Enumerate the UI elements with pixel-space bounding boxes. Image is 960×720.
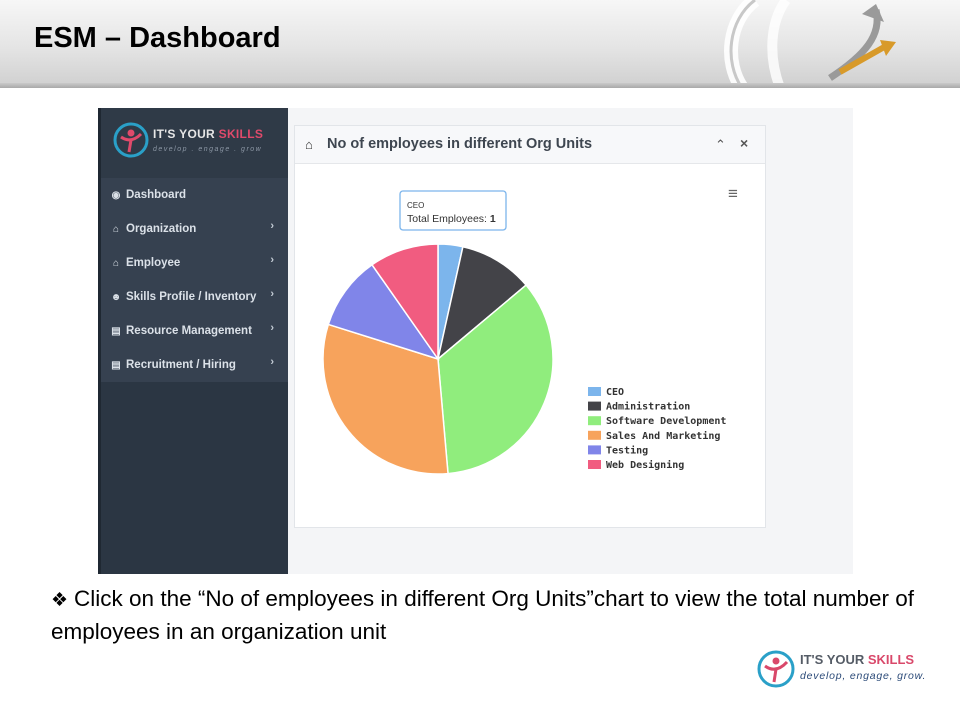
legend-label: Testing (606, 444, 648, 456)
pie-slice-software-development[interactable] (437, 284, 554, 475)
sidebar-item-employee[interactable]: ⌂ Employee › (101, 246, 288, 280)
slide-title: ESM – Dashboard (34, 22, 281, 54)
chart-tooltip: CEO Total Employees: 1 (399, 190, 507, 231)
brand-logo-icon (113, 122, 149, 158)
footer-logo: IT'S YOUR SKILLS develop, engage, grow. (756, 647, 936, 691)
footer-brand-tagline: develop, engage, grow. (800, 670, 927, 682)
legend-label: Web Designing (606, 459, 684, 471)
sidebar-logo[interactable]: IT'S YOUR SKILLS develop . engage . grow (101, 108, 288, 178)
legend-swatch (588, 460, 601, 469)
slide-caption: ❖ Click on the “No of employees in differ… (51, 583, 931, 647)
bank-icon: ⌂ (305, 137, 313, 152)
file-icon: ▤ (111, 360, 121, 371)
sidebar-item-label: Resource Management (126, 325, 252, 337)
legend-swatch (588, 387, 601, 396)
legend-item-testing[interactable]: Testing (588, 444, 648, 456)
sidebar-brand-tagline: develop . engage . grow (153, 146, 263, 153)
sidebar-item-organization[interactable]: ⌂ Organization › (101, 212, 288, 246)
org-units-chart-panel: ⌂ No of employees in different Org Units… (294, 125, 766, 528)
close-icon[interactable]: × (740, 135, 749, 151)
caption-text: Click on the “No of employees in differe… (51, 586, 915, 644)
diamond-bullet-icon: ❖ (51, 590, 69, 611)
sidebar-item-label: Employee (126, 257, 181, 269)
dashboard-icon: ◉ (111, 190, 121, 201)
chevron-right-icon: › (270, 254, 274, 266)
sidebar-item-label: Recruitment / Hiring (126, 359, 236, 371)
chevron-right-icon: › (270, 220, 274, 232)
tooltip-box (399, 190, 507, 231)
legend-label: Administration (606, 401, 690, 413)
sidebar-item-recruitment[interactable]: ▤ Recruitment / Hiring › (101, 348, 288, 382)
legend-swatch (588, 445, 601, 455)
panel-header: ⌂ No of employees in different Org Units… (295, 126, 765, 164)
app-screenshot: IT'S YOUR SKILLS develop . engage . grow… (98, 108, 853, 574)
swoosh-arrow-decoration (724, 0, 896, 88)
tooltip-text: Total Employees: 1 (407, 213, 496, 225)
pie-slice-testing[interactable] (327, 263, 440, 361)
pie-slice-web-designing[interactable] (370, 243, 439, 362)
document-icon: ▤ (111, 326, 121, 337)
sidebar-item-label: Skills Profile / Inventory (126, 291, 257, 303)
chevron-right-icon: › (270, 322, 274, 334)
panel-title: No of employees in different Org Units (327, 136, 593, 152)
legend-swatch (588, 416, 601, 426)
sidebar-item-label: Organization (126, 223, 197, 235)
sidebar-brand-name: IT'S YOUR SKILLS (153, 127, 264, 141)
legend-item-ceo[interactable]: CEO (588, 387, 624, 398)
slide-header: ESM – Dashboard (0, 0, 960, 88)
users-icon: ☻ (110, 292, 122, 303)
collapse-icon[interactable]: ⌃ (715, 137, 726, 152)
pie-slice-administration[interactable] (436, 245, 528, 361)
tooltip-series-name: CEO (407, 201, 424, 210)
sidebar-item-resource-management[interactable]: ▤ Resource Management › (101, 314, 288, 348)
legend-swatch (588, 401, 601, 411)
bank-icon: ⌂ (112, 258, 120, 269)
legend-label: Software Development (606, 416, 726, 427)
legend-label: CEO (606, 387, 624, 398)
bank-icon: ⌂ (112, 224, 120, 235)
chart-menu-icon[interactable]: ≡ (728, 184, 738, 203)
sidebar-menu: ◉ Dashboard ⌂ Organization › ⌂ Employee › ☻… (101, 178, 288, 382)
legend-item-sales-and-marketing[interactable]: Sales And Marketing (588, 430, 720, 442)
sidebar-item-label: Dashboard (126, 189, 187, 201)
legend-swatch (588, 430, 601, 440)
sidebar-item-skills-profile[interactable]: ☻ Skills Profile / Inventory › (101, 280, 288, 314)
legend-item-web-designing[interactable]: Web Designing (588, 459, 684, 471)
legend-item-administration[interactable]: Administration (588, 401, 690, 413)
legend-item-software-development[interactable]: Software Development (588, 416, 726, 427)
sidebar: IT'S YOUR SKILLS develop . engage . grow… (98, 108, 288, 574)
pie-chart[interactable]: CEO Administration Software Development Sal… (295, 163, 765, 527)
sidebar-item-dashboard[interactable]: ◉ Dashboard (101, 178, 288, 212)
pie-slice-sales-and-marketing[interactable] (322, 323, 449, 475)
legend-label: Sales And Marketing (606, 430, 720, 442)
footer-brand-name: IT'S YOUR SKILLS (800, 652, 915, 667)
brand-logo-icon (757, 650, 795, 688)
chevron-right-icon: › (270, 288, 274, 300)
chevron-right-icon: › (270, 356, 274, 368)
